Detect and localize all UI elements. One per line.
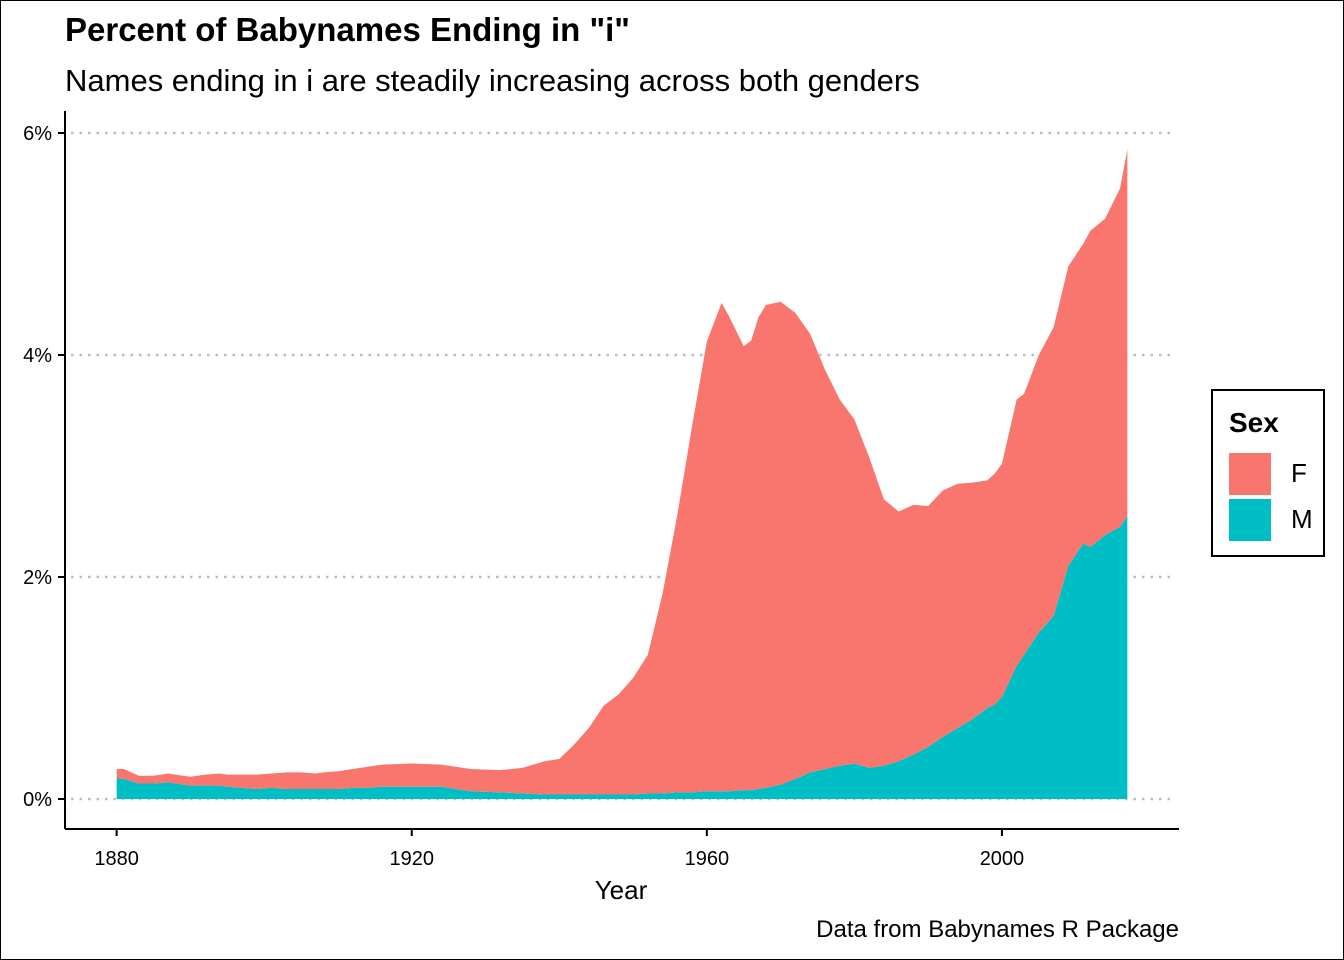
axes (64, 111, 1179, 830)
x-tick-label: 1920 (389, 848, 434, 870)
chart-subtitle: Names ending in i are steadily increasin… (65, 63, 920, 98)
legend: Sex F M (1211, 389, 1325, 557)
x-tick-label: 1960 (685, 848, 730, 870)
legend-swatch-m (1229, 499, 1271, 541)
area-series-m (116, 515, 1128, 799)
y-tick-label: 0% (23, 789, 52, 811)
chart-caption: Data from Babynames R Package (816, 916, 1179, 943)
legend-label-m: M (1291, 504, 1313, 534)
area-series (116, 149, 1128, 799)
x-tick-label: 2000 (980, 848, 1025, 870)
legend-item-f: F (1229, 453, 1325, 495)
y-tick-label: 6% (23, 123, 52, 145)
x-tick-label: 1880 (94, 848, 139, 870)
area-series-f (116, 149, 1128, 795)
legend-label-f: F (1291, 458, 1307, 488)
tick-labels: 0% 2% 4% 6% 1880 1920 1960 2000 (23, 123, 1024, 870)
legend-swatch-f (1229, 453, 1271, 495)
chart-title: Percent of Babynames Ending in "i" (65, 11, 630, 48)
y-tick-label: 4% (23, 345, 52, 367)
legend-item-m: M (1229, 499, 1325, 541)
y-tick-label: 2% (23, 567, 52, 589)
x-axis-title: Year (595, 875, 648, 905)
legend-title: Sex (1229, 407, 1279, 438)
